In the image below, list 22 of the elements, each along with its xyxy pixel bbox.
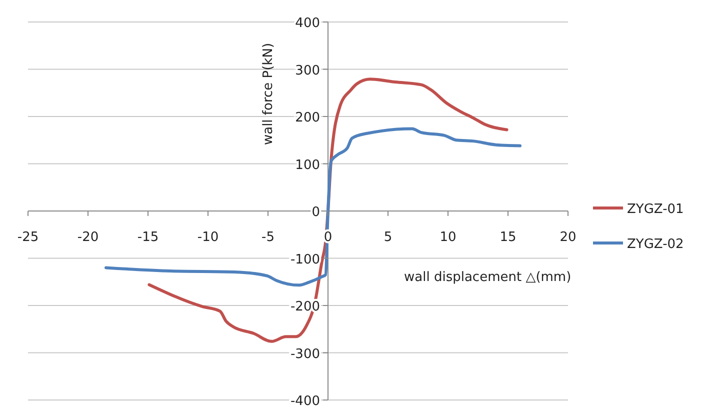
x-tick-label: 10 — [440, 230, 456, 245]
y-tick-label: 0 — [312, 205, 320, 220]
x-tick-label: -10 — [197, 230, 219, 245]
x-tick-label: 5 — [384, 230, 392, 245]
y-tick-label: 300 — [295, 63, 320, 78]
legend-label: ZYGZ-02 — [627, 237, 684, 252]
x-tick-label: -25 — [17, 230, 39, 245]
x-tick-label: -15 — [137, 230, 159, 245]
y-tick-label: -400 — [290, 394, 320, 409]
x-tick-label: 20 — [560, 230, 576, 245]
y-tick-label: -100 — [290, 252, 320, 268]
y-tick-label: 400 — [295, 16, 320, 31]
legend-label: ZYGZ-01 — [627, 202, 684, 217]
x-tick-label: -20 — [77, 230, 99, 245]
y-tick-label: 100 — [295, 158, 320, 173]
x-tick-label: -5 — [262, 230, 274, 245]
x-tick-label: 15 — [500, 230, 516, 245]
x-axis-title: wall displacement △(mm) — [404, 270, 572, 285]
x-tick-label: 0 — [324, 230, 332, 245]
y-tick-label: -300 — [290, 346, 320, 362]
y-axis-title: wall force P(kN) — [261, 42, 276, 146]
y-tick-label: 200 — [295, 110, 320, 126]
